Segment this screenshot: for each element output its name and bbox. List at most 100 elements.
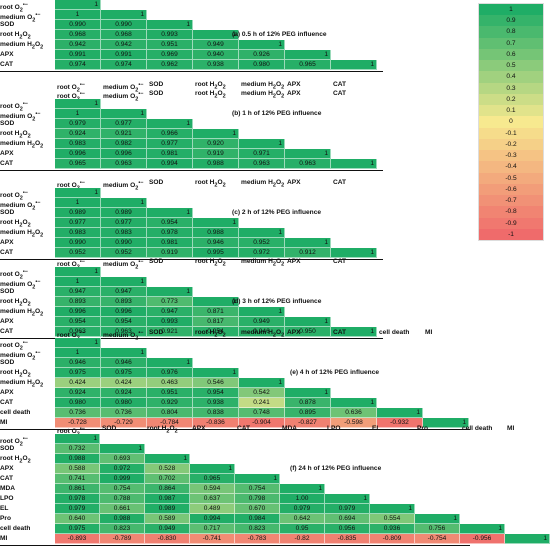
correlation-cell: 0.974 <box>101 60 147 70</box>
correlation-cell: 0.979 <box>55 119 101 129</box>
column-label: MI <box>425 329 433 336</box>
row-label: LPO <box>0 495 14 502</box>
correlation-cell: 1 <box>147 287 193 297</box>
row-label: SOD <box>0 288 15 295</box>
legend-tick: -0.3 <box>479 150 543 162</box>
correlation-cell: 0.241 <box>239 398 285 408</box>
correlation-cell: 1 <box>101 109 147 119</box>
correlation-cell: 0.977 <box>101 119 147 129</box>
correlation-cell: 0.990 <box>101 20 147 30</box>
row-label: medium O2•− <box>0 350 41 362</box>
column-label: SOD <box>149 81 164 88</box>
correlation-cell: 0.978 <box>55 494 100 504</box>
correlation-cell: 0.995 <box>193 248 239 258</box>
correlation-cell: 0.976 <box>147 368 193 378</box>
row-label: APX <box>0 389 14 396</box>
column-label: medium H2O2 <box>241 179 285 189</box>
correlation-cell: 1 <box>193 129 239 139</box>
correlation-cell: 1 <box>285 50 331 60</box>
correlation-cell: 1 <box>285 238 331 248</box>
correlation-cell: 0.893 <box>101 297 147 307</box>
legend-tick: 0.8 <box>479 26 543 38</box>
panel-title: (b) 1 h of 12% PEG influence <box>232 110 322 117</box>
legend-tick: -0.4 <box>479 161 543 173</box>
correlation-cell: 1 <box>55 10 101 20</box>
correlation-cell: 0.554 <box>370 514 415 524</box>
row-label: root H2O2 <box>0 219 31 229</box>
correlation-cell: 0.924 <box>101 388 147 398</box>
correlation-cell: 1 <box>55 277 101 287</box>
correlation-cell: 0.946 <box>239 327 285 337</box>
column-label: APX <box>192 425 206 432</box>
row-label: APX <box>0 150 14 157</box>
column-label: medium O2•− <box>103 91 144 103</box>
correlation-cell: 0.878 <box>285 398 331 408</box>
row-label: root O2•− <box>0 2 28 14</box>
column-label: CAT <box>333 329 347 336</box>
correlation-cell: 0.993 <box>147 317 193 327</box>
correlation-cell: 0.977 <box>101 218 147 228</box>
panel-title: (f) 24 h of 12% PEG influence <box>290 465 382 472</box>
correlation-cell: 0.938 <box>193 60 239 70</box>
column-label: root O2•− <box>57 330 85 342</box>
column-label: root O2•− <box>57 259 85 271</box>
correlation-cell: 0.589 <box>145 514 190 524</box>
correlation-cell: 0.594 <box>190 484 235 494</box>
correlation-cell: -0.728 <box>55 418 101 428</box>
legend-tick: 1 <box>479 4 543 16</box>
correlation-cell: 0.926 <box>239 50 285 60</box>
correlation-cell: 0.636 <box>331 408 377 418</box>
correlation-cell: 1 <box>101 348 147 358</box>
correlation-cell: 1 <box>55 0 101 10</box>
correlation-cell: 0.978 <box>147 228 193 238</box>
correlation-cell: 0.966 <box>147 129 193 139</box>
correlation-cell: 0.999 <box>100 474 145 484</box>
row-label: MDA <box>0 485 16 492</box>
correlation-cell: 0.965 <box>55 159 101 169</box>
correlation-cell: 0.977 <box>147 139 193 149</box>
correlation-cell: 1 <box>370 504 415 514</box>
correlation-cell: 0.642 <box>280 514 325 524</box>
legend-tick: 0.9 <box>479 15 543 27</box>
correlation-cell: 0.980 <box>55 398 101 408</box>
correlation-cell: 1 <box>239 378 285 388</box>
correlation-cell: 1 <box>55 338 101 348</box>
correlation-cell: -0.598 <box>331 418 377 428</box>
correlation-cell: 1 <box>377 408 423 418</box>
correlation-cell: 0.823 <box>235 524 280 534</box>
correlation-cell: 1 <box>147 119 193 129</box>
legend-tick: 0.7 <box>479 37 543 49</box>
correlation-cell: 0.732 <box>55 444 100 454</box>
correlation-cell: 0.994 <box>147 159 193 169</box>
correlation-cell: 0.983 <box>101 228 147 238</box>
correlation-cell: 1 <box>55 188 101 198</box>
legend-tick: 0.5 <box>479 60 543 72</box>
correlation-cell: 1 <box>239 139 285 149</box>
column-label: SOD <box>149 90 164 97</box>
legend-tick: 0.4 <box>479 71 543 83</box>
correlation-cell: 0.974 <box>55 60 101 70</box>
correlation-cell: 1 <box>55 267 101 277</box>
correlation-cell: 0.980 <box>239 60 285 70</box>
legend-tick: -1 <box>479 228 543 240</box>
correlation-cell: 0.489 <box>190 504 235 514</box>
row-label: APX <box>0 318 14 325</box>
correlation-cell: 0.979 <box>55 504 100 514</box>
row-label: root O2•− <box>0 190 28 202</box>
correlation-cell: 1 <box>193 30 239 40</box>
correlation-cell: 0.988 <box>193 159 239 169</box>
correlation-cell: 0.942 <box>101 40 147 50</box>
correlation-cell: 0.463 <box>147 378 193 388</box>
column-label: root H2O2 <box>195 179 226 189</box>
correlation-cell: 0.924 <box>55 388 101 398</box>
correlation-cell: 0.670 <box>235 504 280 514</box>
row-label: root H2O2 <box>0 369 31 379</box>
legend-tick: -0.8 <box>479 206 543 218</box>
correlation-cell: 0.962 <box>147 60 193 70</box>
row-label: medium H2O2 <box>0 379 44 389</box>
correlation-cell: 0.940 <box>193 50 239 60</box>
correlation-cell: 0.965 <box>285 60 331 70</box>
correlation-cell: 0.972 <box>239 248 285 258</box>
row-label: medium H2O2 <box>0 308 44 318</box>
legend-tick: -0.5 <box>479 172 543 184</box>
